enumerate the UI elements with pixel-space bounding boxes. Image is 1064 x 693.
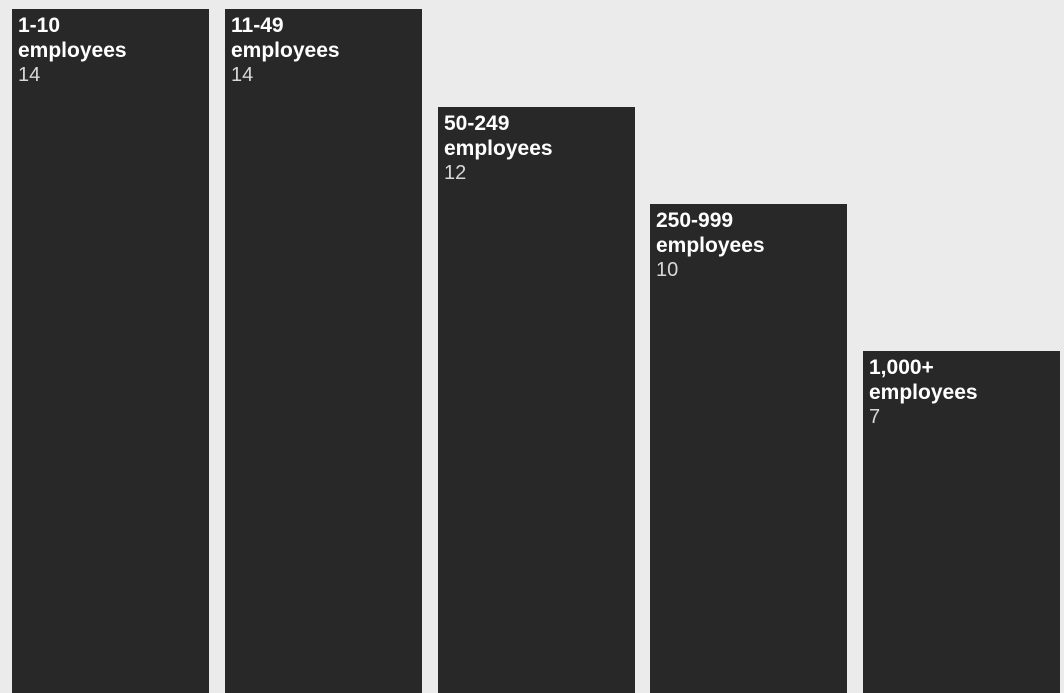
bar-2: 11-49 employees 14 — [225, 9, 422, 693]
category-label: 11-49 employees — [231, 14, 340, 62]
category-label: 1-10 employees — [18, 14, 127, 62]
bar-4: 250-999 employees 10 — [650, 204, 847, 693]
bar-3: 50-249 employees 12 — [438, 107, 635, 693]
bar-1: 1-10 employees 14 — [12, 9, 209, 693]
value-label: 14 — [231, 64, 254, 86]
value-label: 14 — [18, 64, 41, 86]
category-label: 50-249 employees — [444, 112, 553, 160]
bar-5: 1,000+ employees 7 — [863, 351, 1060, 693]
value-label: 7 — [869, 406, 881, 428]
category-label: 250-999 employees — [656, 209, 765, 257]
value-label: 12 — [444, 162, 467, 184]
category-label: 1,000+ employees — [869, 356, 978, 404]
value-label: 10 — [656, 259, 679, 281]
